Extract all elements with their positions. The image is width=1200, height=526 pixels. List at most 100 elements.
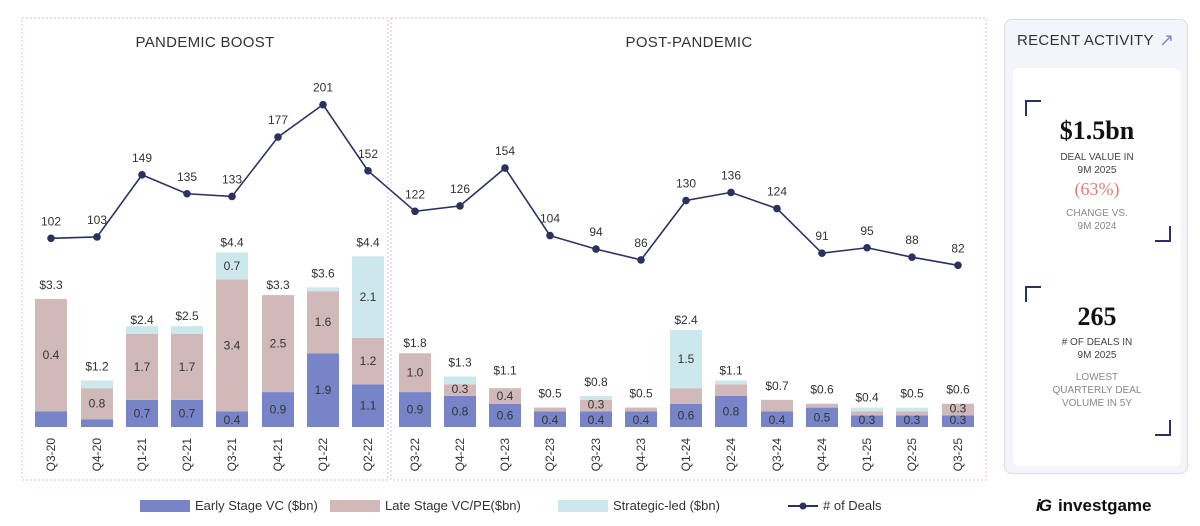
bar-segment-early-Q1-22 xyxy=(307,353,339,427)
corner-bracket-icon xyxy=(1025,286,1041,302)
deal-label-Q4-21: 177 xyxy=(268,113,288,127)
bar-segment-late-Q2-24 xyxy=(715,384,747,396)
logo-mark: iG xyxy=(1036,496,1052,515)
corner-bracket-icon xyxy=(1025,100,1041,116)
segment-label-Q1-23: 0.4 xyxy=(497,389,514,403)
bar-segment-strategic-Q2-24 xyxy=(715,380,747,385)
deal-label-Q1-23: 154 xyxy=(495,144,515,158)
deal-point-Q3-20 xyxy=(47,234,55,243)
change-label-1: CHANGE VS. xyxy=(1066,208,1128,219)
deal-label-Q4-23: 86 xyxy=(634,236,648,250)
bar-segment-early-Q1-25 xyxy=(851,415,883,427)
deal-point-Q2-23 xyxy=(546,231,554,240)
segment-label-Q2-22: 1.2 xyxy=(360,354,377,368)
total-label-Q2-25: $0.5 xyxy=(900,387,924,401)
legend-swatch-early-stage xyxy=(140,499,190,512)
total-label-Q4-21: $3.3 xyxy=(266,278,290,292)
total-label-Q3-23: $0.8 xyxy=(584,375,608,389)
bar-segment-early-Q3-21 xyxy=(216,411,248,427)
bar-group xyxy=(35,252,974,427)
x-tick-Q2-24: Q2-24 xyxy=(724,438,738,472)
x-tick-Q4-24: Q4-24 xyxy=(815,438,829,472)
segment-label-Q1-21: 0.7 xyxy=(134,406,151,420)
total-label-Q2-21: $2.5 xyxy=(175,309,199,323)
legend-label-deals: # of Deals xyxy=(823,498,882,513)
legend-line-marker-icon xyxy=(788,502,818,509)
deal-point-Q3-25 xyxy=(954,261,962,270)
deal-count-note-3: VOLUME IN 5Y xyxy=(1061,398,1133,409)
deal-label-Q4-20: 103 xyxy=(87,213,107,227)
x-tick-Q1-25: Q1-25 xyxy=(860,438,874,472)
recent-activity-panel: RECENT ACTIVITY ↗ $1.5bn DEAL VALUE IN 9… xyxy=(1004,19,1188,474)
deal-label-Q3-20: 102 xyxy=(41,214,61,228)
legend-label-strategic: Strategic-led ($bn) xyxy=(613,498,720,513)
arrow-up-right-icon[interactable]: ↗ xyxy=(1159,30,1175,50)
legend-swatch-late-stage xyxy=(330,499,380,512)
segment-label-Q3-22: 1.0 xyxy=(407,366,424,380)
total-label-Q3-20: $3.3 xyxy=(39,278,63,292)
bar-segment-early-Q3-22 xyxy=(399,392,431,427)
bar-segment-strategic-Q3-23 xyxy=(580,395,612,400)
segment-label-Q4-20: 0.8 xyxy=(89,397,106,411)
segment-label-Q1-22: 1.9 xyxy=(315,383,332,397)
total-label-Q2-23: $0.5 xyxy=(538,387,562,401)
bar-segment-late-Q4-21 xyxy=(262,295,294,393)
deal-label-Q3-25: 82 xyxy=(951,241,965,255)
legend-deals: # of Deals xyxy=(788,498,882,513)
deal-label-Q2-23: 104 xyxy=(540,212,560,226)
panel-title-pandemic: PANDEMIC BOOST xyxy=(136,34,275,51)
bar-segment-strategic-Q1-24 xyxy=(670,330,702,389)
bar-segment-early-Q3-20 xyxy=(35,411,67,427)
x-tick-Q3-24: Q3-24 xyxy=(770,438,784,472)
bar-segment-early-Q1-24 xyxy=(670,403,702,427)
post-pandemic-panel-frame xyxy=(390,17,987,481)
corner-bracket-icon xyxy=(1155,420,1171,436)
x-tick-Q2-25: Q2-25 xyxy=(905,438,919,472)
bar-segment-strategic-Q1-21 xyxy=(126,326,158,334)
segment-label-Q3-20: 0.4 xyxy=(43,348,60,362)
segment-label-group: 0.4 0.8 0.7 1.7 0.7 1.7 0.4 3.4 0.7 0.9 2.5 1.9 1.6 1… xyxy=(43,259,967,427)
x-tick-Q2-22: Q2-22 xyxy=(361,438,375,472)
corner-bracket-icon xyxy=(1155,226,1171,242)
deal-label-Q2-21: 135 xyxy=(177,170,197,184)
segment-label-Q4-21: 0.9 xyxy=(270,403,287,417)
bar-segment-strategic-Q2-22 xyxy=(352,256,384,338)
deal-label-Q2-22: 152 xyxy=(358,147,378,161)
bar-segment-early-Q2-22 xyxy=(352,384,384,427)
segment-label-Q3-22: 0.9 xyxy=(407,403,424,417)
bar-segment-strategic-Q4-22 xyxy=(444,376,476,385)
bar-segment-late-Q3-21 xyxy=(216,279,248,412)
segment-label-Q3-21: 3.4 xyxy=(224,339,241,353)
deal-point-Q2-22 xyxy=(364,167,372,175)
segment-label-Q2-22: 1.1 xyxy=(360,399,377,413)
bar-segment-early-Q4-22 xyxy=(444,395,476,427)
bar-segment-late-Q3-24 xyxy=(761,399,793,412)
total-label-Q2-22: $4.4 xyxy=(356,235,380,249)
deal-point-Q1-23 xyxy=(501,164,509,172)
bar-segment-late-Q3-23 xyxy=(580,399,612,412)
segment-label-Q3-21: 0.7 xyxy=(224,259,241,273)
bar-segment-strategic-Q2-21 xyxy=(171,326,203,334)
x-tick-Q1-23: Q1-23 xyxy=(498,438,512,472)
total-label-Q3-21: $4.4 xyxy=(220,235,244,249)
deal-point-Q1-21 xyxy=(138,171,146,179)
total-label-Q4-24: $0.6 xyxy=(810,383,834,397)
total-label-Q4-23: $0.5 xyxy=(629,387,653,401)
bar-segment-late-Q4-24 xyxy=(806,403,838,408)
segment-label-Q2-23: 0.4 xyxy=(542,413,559,427)
deal-value-label-1: DEAL VALUE IN xyxy=(1060,152,1134,163)
x-tick-Q4-23: Q4-23 xyxy=(634,438,648,472)
segment-label-Q1-25: 0.3 xyxy=(859,413,876,427)
deal-label-Q1-22: 201 xyxy=(313,81,333,95)
bar-segment-strategic-Q3-21 xyxy=(216,252,248,280)
deal-label-Q4-24: 91 xyxy=(815,229,829,243)
total-label-Q3-22: $1.8 xyxy=(403,336,427,350)
deal-point-Q3-22 xyxy=(411,207,419,216)
total-label-Q2-24: $1.1 xyxy=(719,363,743,377)
segment-label-Q1-22: 1.6 xyxy=(315,315,332,329)
x-tick-Q1-21: Q1-21 xyxy=(135,438,149,472)
bar-segment-early-Q3-23 xyxy=(580,411,612,427)
x-tick-Q4-20: Q4-20 xyxy=(90,438,104,472)
x-tick-Q3-23: Q3-23 xyxy=(589,438,603,472)
deal-point-Q3-24 xyxy=(773,204,781,213)
